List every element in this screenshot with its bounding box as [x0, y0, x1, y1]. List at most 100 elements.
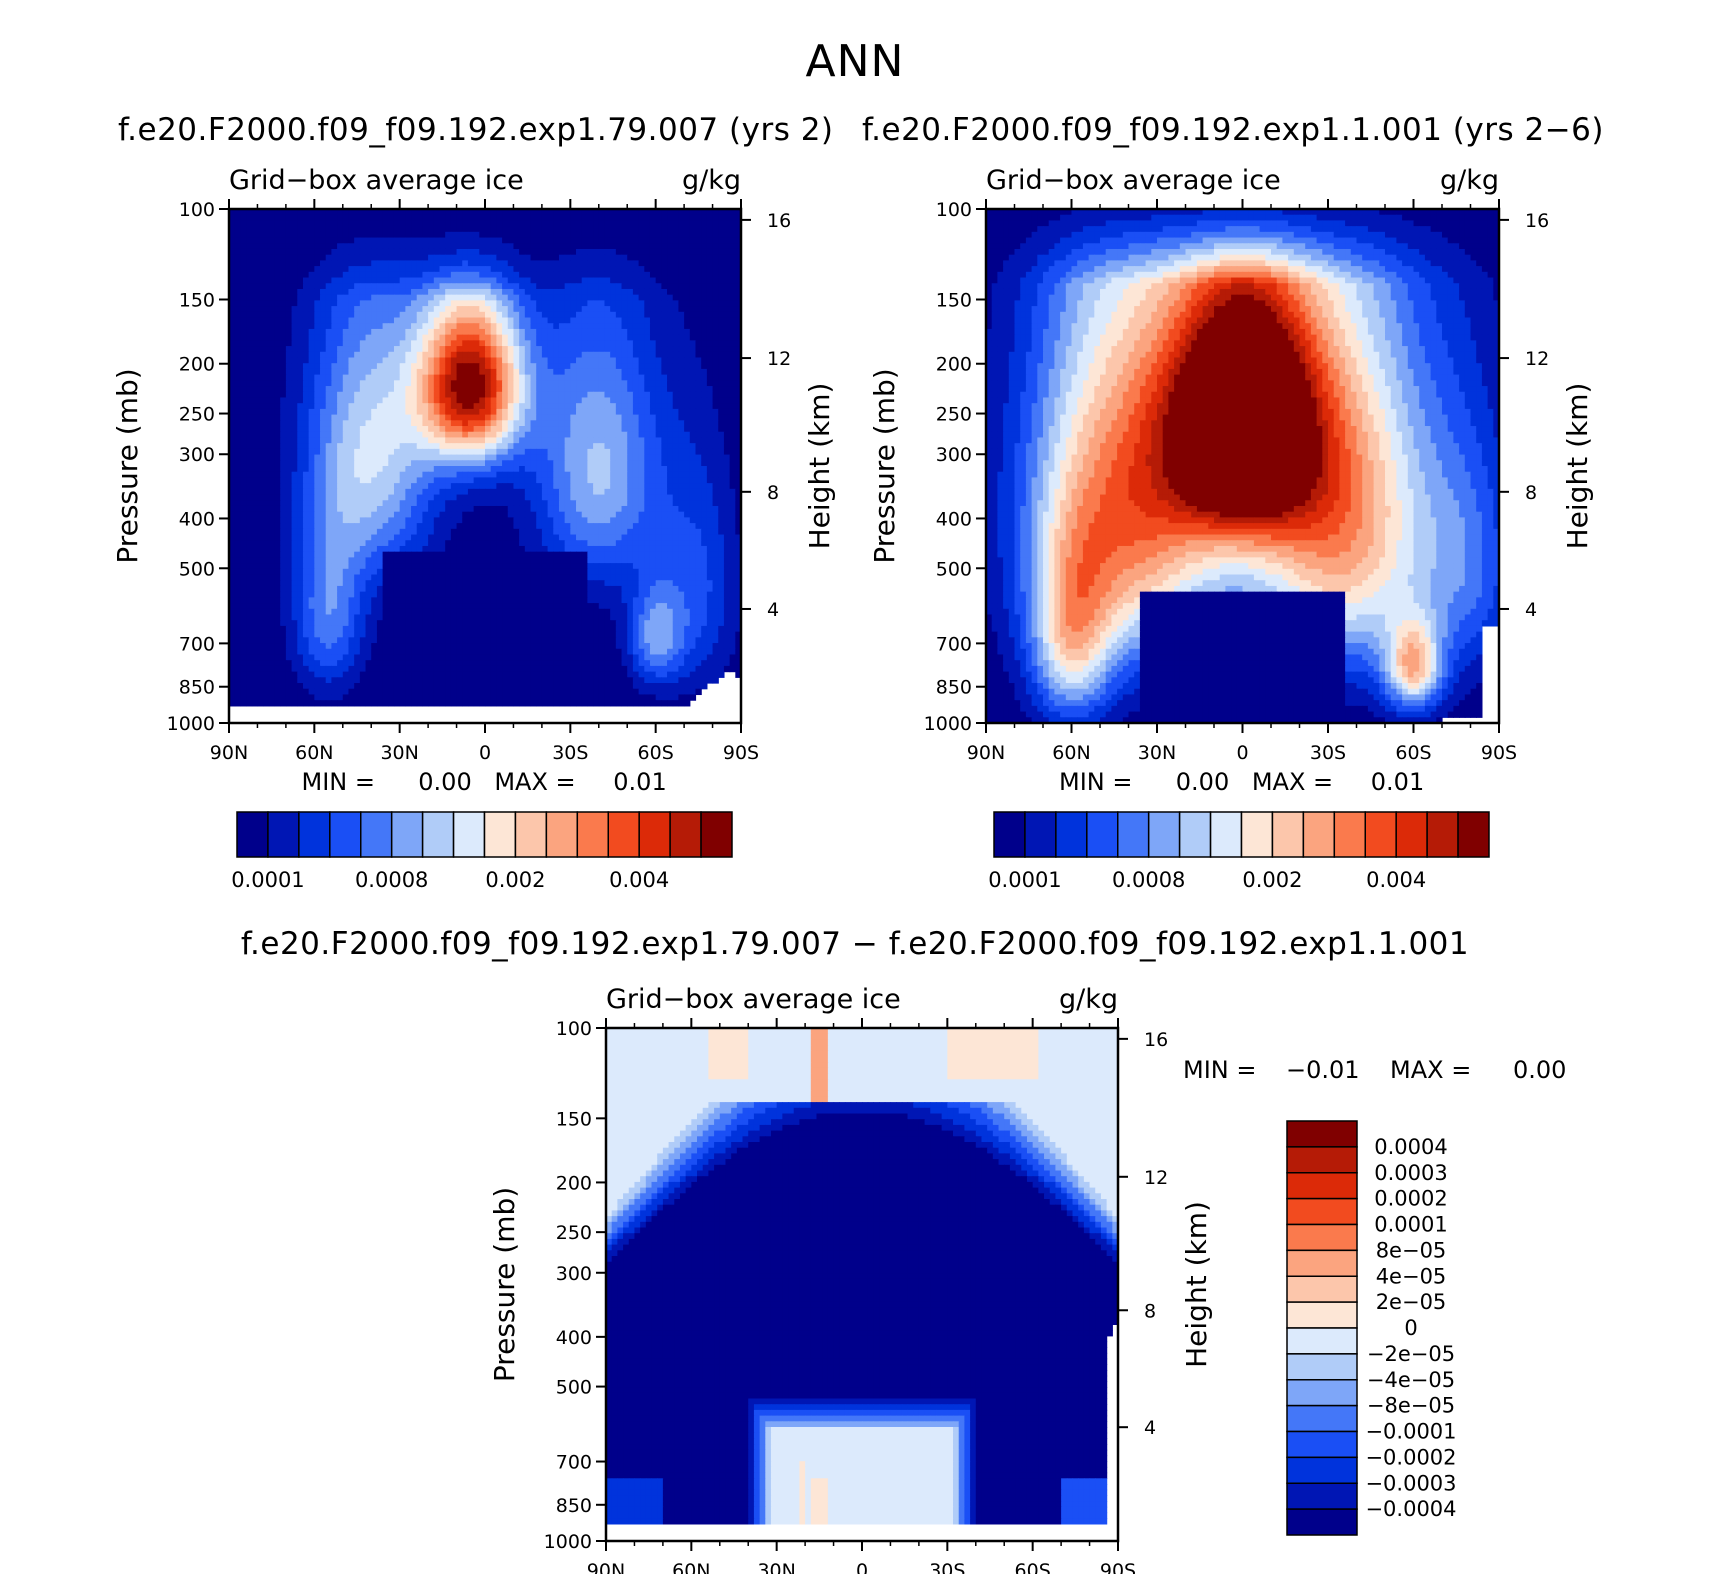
- field-cell: [519, 312, 525, 318]
- field-cell: [565, 312, 571, 318]
- field-cell: [366, 415, 372, 421]
- field-cell: [468, 415, 474, 421]
- field-cell: [508, 472, 514, 478]
- field-cell: [411, 386, 417, 392]
- field-cell: [428, 506, 434, 512]
- field-cell: [240, 466, 246, 472]
- field-cell: [451, 426, 457, 432]
- field-cell: [633, 266, 639, 272]
- field-cell: [445, 260, 451, 266]
- field-cell: [656, 437, 662, 443]
- field-cell: [439, 323, 445, 329]
- field-cell: [502, 380, 508, 386]
- field-cell: [519, 409, 525, 415]
- field-cell: [371, 215, 377, 221]
- field-cell: [502, 432, 508, 438]
- field-cell: [491, 272, 497, 278]
- field-cell: [303, 466, 309, 472]
- field-cell: [684, 249, 690, 255]
- field-cell: [667, 500, 673, 506]
- field-cell: [695, 426, 701, 432]
- field-cell: [707, 392, 713, 398]
- field-cell: [366, 357, 372, 363]
- field-cell: [292, 243, 298, 249]
- field-cell: [701, 352, 707, 358]
- field-cell: [593, 278, 599, 284]
- field-cell: [331, 318, 337, 324]
- field-cell: [502, 357, 508, 363]
- field-cell: [650, 238, 656, 244]
- field-cell: [337, 420, 343, 426]
- field-cell: [718, 243, 724, 249]
- field-cell: [462, 449, 468, 455]
- field-cell: [559, 397, 565, 403]
- field-cell: [405, 340, 411, 346]
- field-cell: [377, 289, 383, 295]
- field-cell: [587, 323, 593, 329]
- field-cell: [343, 215, 349, 221]
- field-cell: [695, 489, 701, 495]
- field-cell: [445, 255, 451, 261]
- field-cell: [280, 477, 286, 483]
- field-cell: [485, 352, 491, 358]
- field-cell: [582, 386, 588, 392]
- field-cell: [360, 495, 366, 501]
- field-cell: [582, 266, 588, 272]
- field-cell: [622, 306, 628, 312]
- field-cell: [240, 432, 246, 438]
- field-cell: [661, 272, 667, 278]
- field-cell: [417, 392, 423, 398]
- field-cell: [297, 415, 303, 421]
- field-cell: [656, 483, 662, 489]
- field-cell: [531, 335, 537, 341]
- field-cell: [411, 437, 417, 443]
- field-cell: [479, 335, 485, 341]
- field-cell: [491, 260, 497, 266]
- field-cell: [314, 380, 320, 386]
- field-cell: [582, 329, 588, 335]
- field-cell: [240, 369, 246, 375]
- field-cell: [519, 335, 525, 341]
- field-cell: [599, 329, 605, 335]
- field-cell: [610, 380, 616, 386]
- field-cell: [610, 255, 616, 261]
- field-cell: [240, 260, 246, 266]
- field-cell: [644, 386, 650, 392]
- field-cell: [548, 403, 554, 409]
- field-cell: [542, 403, 548, 409]
- field-cell: [383, 272, 389, 278]
- field-cell: [252, 272, 258, 278]
- field-cell: [468, 238, 474, 244]
- field-cell: [257, 329, 263, 335]
- field-cell: [661, 449, 667, 455]
- field-cell: [491, 255, 497, 261]
- field-cell: [633, 278, 639, 284]
- field-cell: [275, 323, 281, 329]
- field-cell: [656, 352, 662, 358]
- field-cell: [377, 380, 383, 386]
- field-cell: [582, 283, 588, 289]
- field-cell: [673, 397, 679, 403]
- field-cell: [292, 232, 298, 238]
- field-cell: [627, 232, 633, 238]
- field-cell: [377, 278, 383, 284]
- field-cell: [599, 477, 605, 483]
- field-cell: [593, 329, 599, 335]
- field-cell: [457, 375, 463, 381]
- field-cell: [508, 495, 514, 501]
- field-cell: [730, 243, 736, 249]
- field-cell: [610, 340, 616, 346]
- field-cell: [701, 272, 707, 278]
- field-cell: [491, 352, 497, 358]
- field-cell: [644, 363, 650, 369]
- field-cell: [690, 289, 696, 295]
- field-cell: [257, 323, 263, 329]
- field-cell: [570, 369, 576, 375]
- field-cell: [604, 289, 610, 295]
- field-cell: [644, 318, 650, 324]
- field-cell: [678, 375, 684, 381]
- field-cell: [405, 420, 411, 426]
- field-cell: [286, 312, 292, 318]
- field-cell: [587, 232, 593, 238]
- field-cell: [718, 420, 724, 426]
